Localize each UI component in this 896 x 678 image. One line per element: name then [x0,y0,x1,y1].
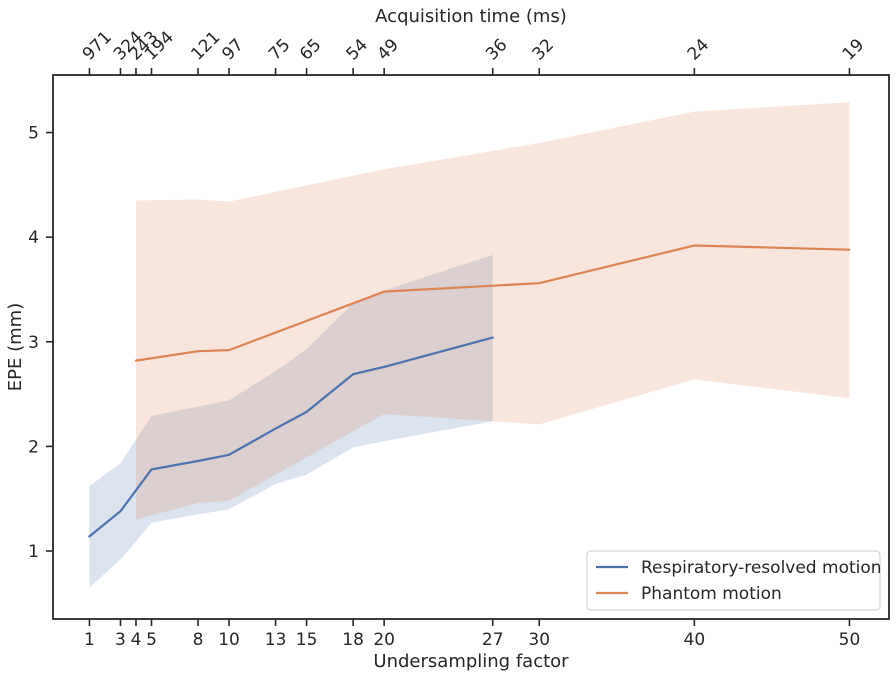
x-tick-label-10: 10 [218,630,240,650]
top-x-axis-label: Acquisition time (ms) [375,6,567,27]
point-phantom-10 [226,347,232,353]
x-tick-label-8: 8 [193,630,204,650]
y-axis-ticks: 1 2 3 4 5 [28,124,53,562]
x-tick-label-18: 18 [342,630,364,650]
point-respiratory-3 [118,508,124,514]
legend-box [586,550,881,611]
x-tick-label-30: 30 [528,630,550,650]
point-phantom-4 [133,358,139,364]
point-respiratory-10 [226,452,232,458]
line-respiratory [88,336,494,538]
legend-label-respiratory: Respiratory-resolved motion [641,558,882,578]
point-respiratory-1 [86,533,92,539]
point-respiratory-5 [149,466,155,472]
x-tick-label-40: 40 [684,630,706,650]
x-tick-label-13: 13 [265,630,287,650]
point-respiratory-13 [273,426,279,432]
plot-frame [52,74,890,620]
x-tick-label-3: 3 [115,630,126,650]
legend: Respiratory-resolved motion Phantom moti… [586,550,882,611]
point-phantom-30 [536,280,542,286]
legend-label-phantom: Phantom motion [641,584,782,604]
point-phantom-40 [691,243,697,249]
point-respiratory-27 [490,335,496,341]
x-tick-label-1: 1 [84,630,95,650]
point-phantom-50 [846,247,852,253]
x-tick-label-27: 27 [482,630,504,650]
band-phantom [136,102,850,520]
point-respiratory-18 [350,371,356,377]
y-tick-label-2: 2 [28,437,39,457]
point-respiratory-8 [195,458,201,464]
point-phantom-20 [381,289,387,295]
x-tick-label-50: 50 [839,630,861,650]
y-tick-label-1: 1 [28,542,39,562]
point-respiratory-15 [304,409,310,415]
y-tick-label-4: 4 [28,228,39,248]
y-axis-label: EPE (mm) [5,303,26,391]
y-tick-label-3: 3 [28,333,39,353]
point-phantom-8 [195,348,201,354]
x-tick-label-15: 15 [296,630,318,650]
x-tick-label-4: 4 [131,630,142,650]
x-axis-label: Undersampling factor [373,651,569,672]
line-phantom [134,244,851,362]
y-tick-label-5: 5 [28,124,39,144]
bottom-x-axis-ticks: 1 3 4 5 8 10 13 15 18 20 27 30 40 50 [84,619,860,650]
point-respiratory-20 [381,364,387,370]
x-tick-label-5: 5 [146,630,157,650]
series-lines [86,243,852,539]
x-tick-label-20: 20 [373,630,395,650]
